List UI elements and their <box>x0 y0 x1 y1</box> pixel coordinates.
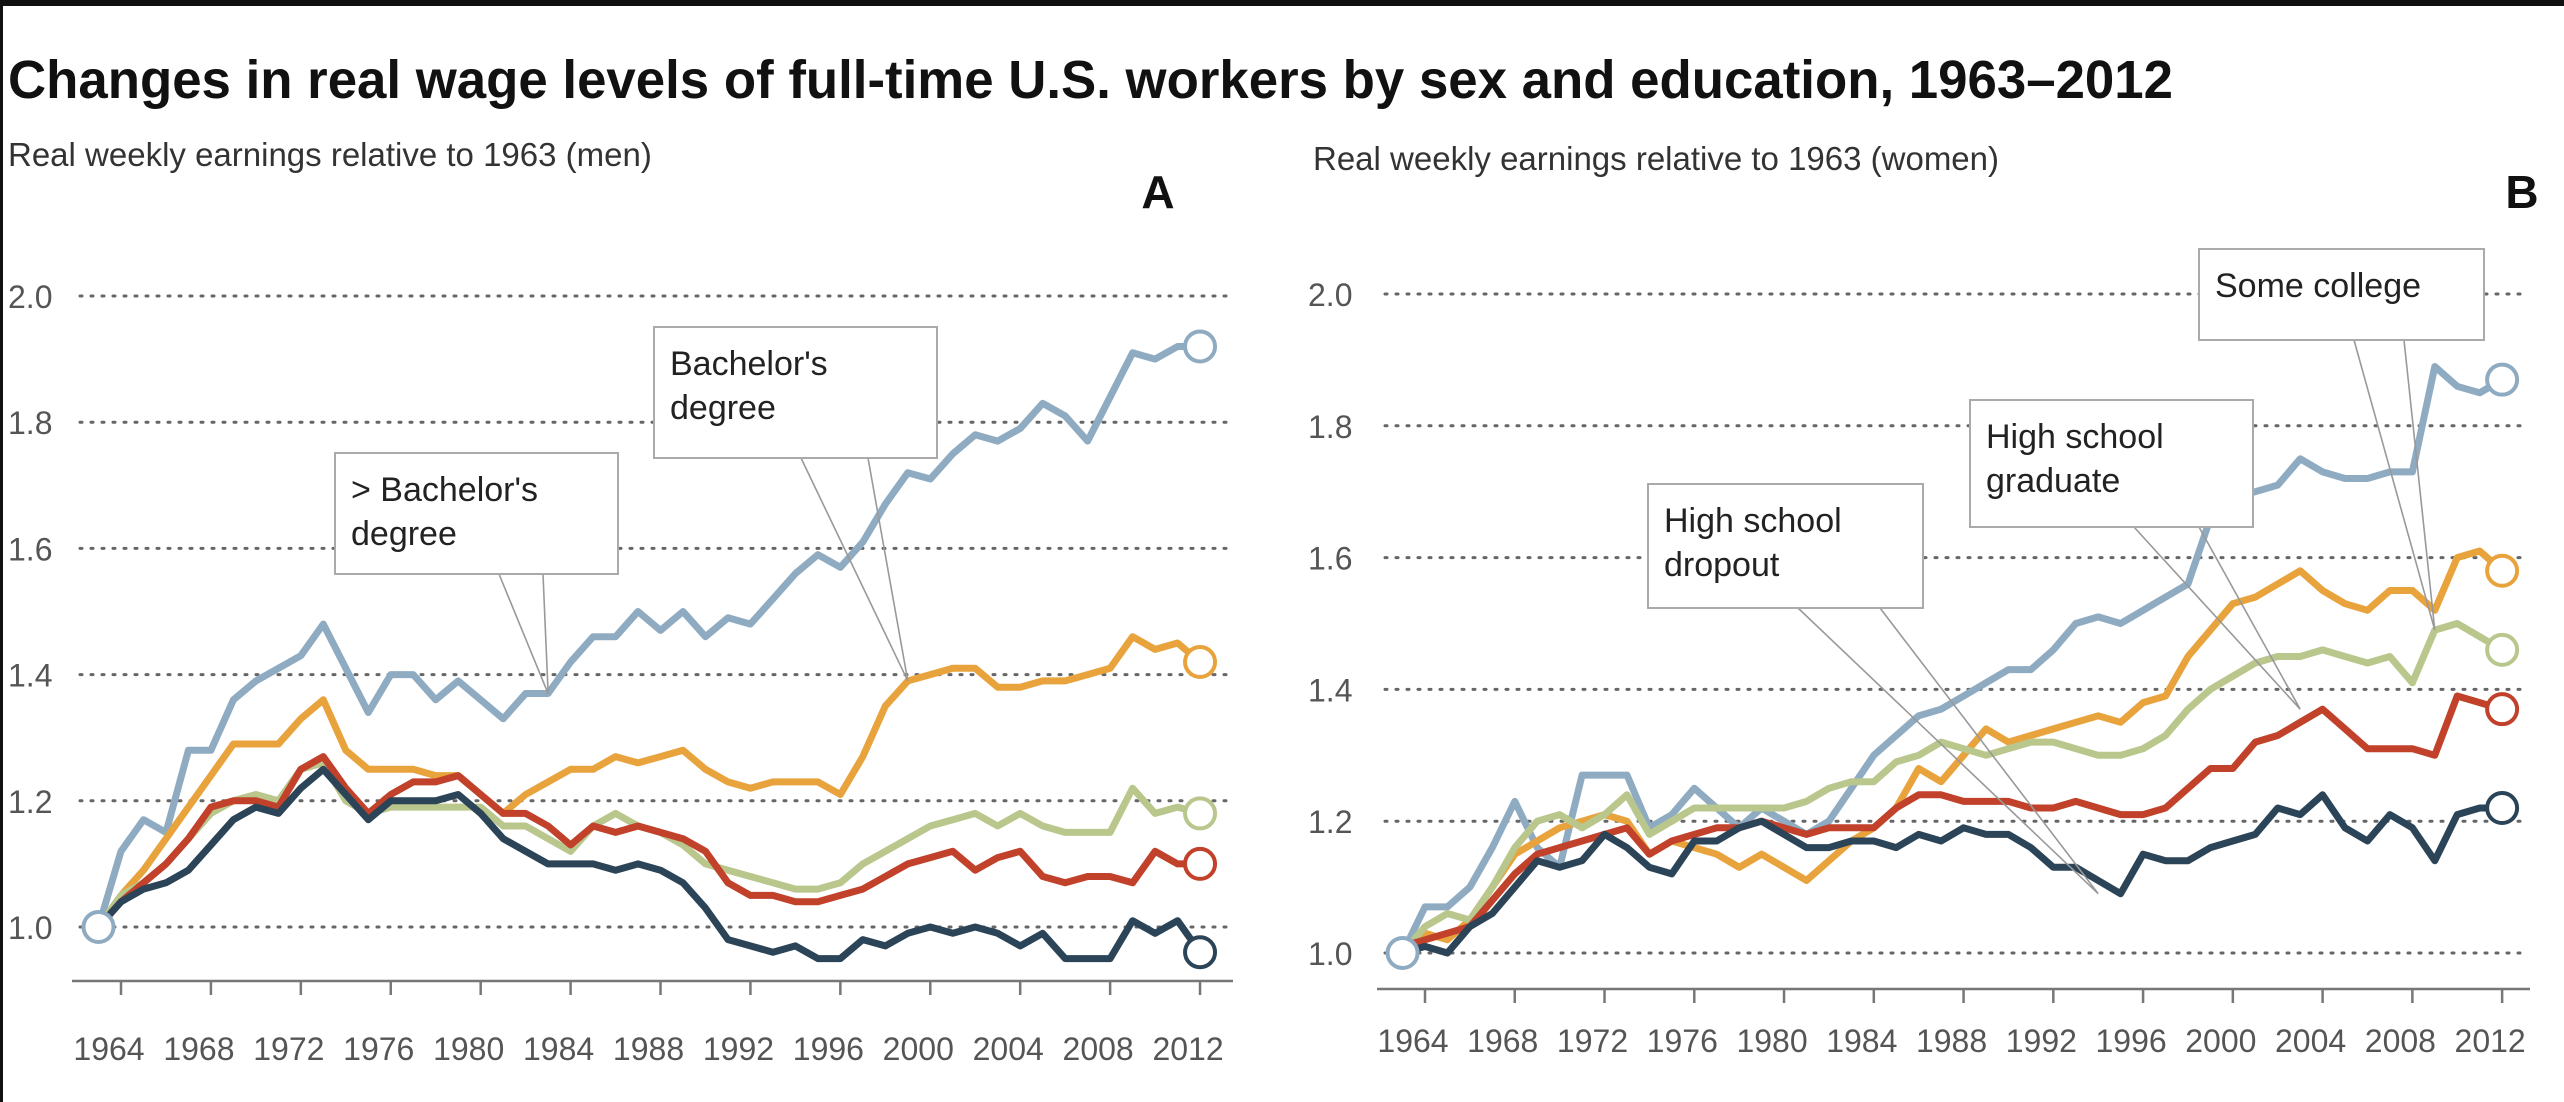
series-line-high-school-graduate <box>95 753 1204 931</box>
y-tick-label: 1.6 <box>8 531 52 567</box>
callout-label: dropout <box>1664 546 1780 584</box>
x-tick-label: 1988 <box>613 1031 684 1067</box>
y-tick-label: 1.8 <box>8 405 52 441</box>
callout: > Bachelor's degree <box>334 452 619 694</box>
callout-pointer <box>2133 526 2301 710</box>
end-marker <box>2485 791 2520 826</box>
x-tick-label: 2004 <box>973 1031 1044 1067</box>
y-tick-label: 2.0 <box>8 279 52 315</box>
x-tick-label: 1980 <box>433 1031 504 1067</box>
callout: High school graduate <box>1969 399 2301 710</box>
x-tick-label: 1964 <box>1377 1023 1448 1059</box>
callout-box <box>334 452 619 575</box>
x-tick-label: 1996 <box>793 1031 864 1067</box>
series-line-some-college <box>1399 620 2506 957</box>
left-border <box>0 0 3 1102</box>
y-tick-label: 1.2 <box>8 784 52 820</box>
series-line-bachelor-s-degree <box>1399 547 2506 964</box>
start-marker <box>81 910 116 944</box>
callout-label: degree <box>351 515 457 553</box>
end-marker <box>1183 846 1218 881</box>
series-line-high-school-dropout <box>95 765 1204 963</box>
callout: Bachelor's degree <box>653 326 938 682</box>
x-tick-label: 2004 <box>2275 1023 2346 1059</box>
start-marker <box>1385 936 1420 970</box>
panel-label: A <box>1141 166 1174 218</box>
callout-label: degree <box>670 389 776 427</box>
series-line-some-college <box>95 759 1204 931</box>
chart-subtitle: Real weekly earnings relative to 1963 (m… <box>8 136 652 173</box>
y-tick-label: 1.6 <box>1308 541 1352 577</box>
y-tick-label: 2.0 <box>1308 277 1352 313</box>
x-tick-label: 2000 <box>2185 1023 2256 1059</box>
end-marker <box>2485 553 2520 588</box>
end-marker <box>1183 644 1218 679</box>
y-tick-label: 1.4 <box>1308 672 1352 708</box>
x-tick-label: 1972 <box>1557 1023 1628 1059</box>
end-marker <box>2485 692 2520 727</box>
top-border <box>0 0 2564 6</box>
y-tick-label: 1.2 <box>1308 804 1352 840</box>
callout-pointer <box>800 457 909 682</box>
panel-b-women: Real weekly earnings relative to 1963 (w… <box>1308 140 2539 1059</box>
x-tick-label: 1968 <box>1467 1023 1538 1059</box>
callout-label: High school <box>1664 502 1842 540</box>
callout-label: > Bachelor's <box>351 471 538 509</box>
x-tick-label: 1976 <box>343 1031 414 1067</box>
chart-subtitle: Real weekly earnings relative to 1963 (w… <box>1313 140 1999 177</box>
x-tick-label: 1984 <box>523 1031 594 1067</box>
callout-box <box>1969 399 2254 528</box>
panel-label: B <box>2505 166 2538 218</box>
x-tick-label: 1988 <box>1916 1023 1987 1059</box>
end-marker <box>1183 329 1218 364</box>
callout: Some college <box>2198 248 2485 631</box>
x-tick-label: 2012 <box>1152 1031 1223 1067</box>
callout-box <box>1647 483 1924 609</box>
callout: High school dropout <box>1647 483 2099 895</box>
callout-pointer <box>498 573 549 694</box>
x-tick-label: 2000 <box>883 1031 954 1067</box>
figure-title: Changes in real wage levels of full-time… <box>8 50 2173 110</box>
callout-box <box>2198 248 2485 341</box>
x-tick-label: 1980 <box>1736 1023 1807 1059</box>
end-marker <box>2485 362 2520 397</box>
callout-label: High school <box>1986 418 2164 456</box>
y-tick-label: 1.0 <box>1308 936 1352 972</box>
x-tick-label: 1996 <box>2095 1023 2166 1059</box>
callout-label: graduate <box>1986 462 2120 500</box>
end-marker <box>1183 935 1218 970</box>
y-tick-label: 1.4 <box>8 658 52 694</box>
x-tick-label: 1992 <box>2006 1023 2077 1059</box>
series-line-high-school-dropout <box>1399 791 2506 957</box>
x-tick-label: 1964 <box>73 1031 144 1067</box>
callout-pointer <box>1797 607 2099 895</box>
series-line-bachelor-s-degree <box>95 343 1204 931</box>
end-marker <box>2485 632 2520 667</box>
y-tick-label: 1.0 <box>8 910 52 946</box>
x-tick-label: 1992 <box>703 1031 774 1067</box>
end-marker <box>1183 796 1218 831</box>
callout-pointer <box>2353 339 2436 631</box>
callout-label: Bachelor's <box>670 345 828 383</box>
callout-label: Some college <box>2215 267 2421 305</box>
x-tick-label: 1984 <box>1826 1023 1897 1059</box>
series-line-high-school-graduate <box>1399 692 2506 950</box>
y-tick-label: 1.8 <box>1308 409 1352 445</box>
x-tick-label: 1972 <box>253 1031 324 1067</box>
x-tick-label: 1976 <box>1647 1023 1718 1059</box>
callout-box <box>653 326 938 459</box>
panel-a-men: Real weekly earnings relative to 1963 (m… <box>8 136 1233 1067</box>
x-tick-label: 2008 <box>1063 1031 1134 1067</box>
x-tick-label: 2012 <box>2455 1023 2526 1059</box>
series-line-bachelor-s-degree <box>95 633 1204 931</box>
x-tick-label: 1968 <box>163 1031 234 1067</box>
x-tick-label: 2008 <box>2365 1023 2436 1059</box>
